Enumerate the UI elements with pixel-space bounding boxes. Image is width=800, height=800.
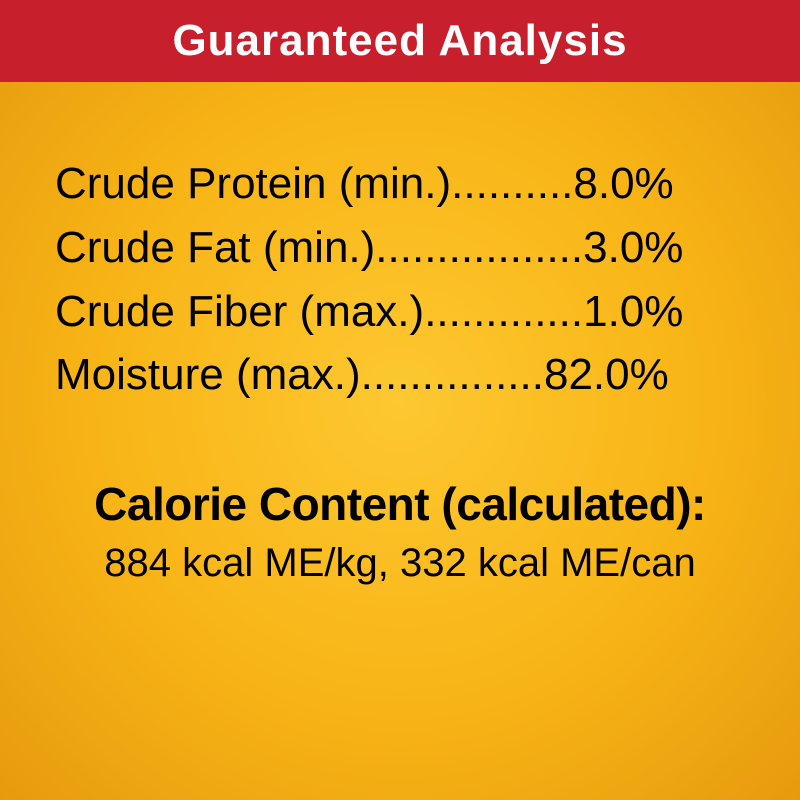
dot-leader: ................. [375, 216, 583, 280]
header-title: Guaranteed Analysis [172, 16, 627, 66]
table-row: Moisture (max.) ............... 82.0% [55, 343, 745, 407]
header-band: Guaranteed Analysis [0, 0, 800, 82]
analysis-value: 1.0% [583, 280, 683, 344]
table-row: Crude Fat (min.) ................. 3.0% [55, 216, 745, 280]
analysis-value: 3.0% [583, 216, 683, 280]
dot-leader: ............... [361, 343, 544, 407]
table-row: Crude Fiber (max.) ............. 1.0% [55, 280, 745, 344]
content-area: Crude Protein (min.) .......... 8.0% Cru… [0, 82, 800, 586]
analysis-value: 8.0% [573, 152, 673, 216]
calorie-line: 884 kcal ME/kg, 332 kcal ME/can [55, 541, 745, 586]
analysis-value: 82.0% [544, 343, 669, 407]
analysis-label: Moisture (max.) [55, 343, 361, 407]
analysis-label: Crude Fiber (max.) [55, 280, 424, 344]
analysis-label: Crude Protein (min.) [55, 152, 451, 216]
dot-leader: .......... [451, 152, 573, 216]
dot-leader: ............. [424, 280, 583, 344]
calorie-section: Calorie Content (calculated): 884 kcal M… [55, 477, 745, 586]
table-row: Crude Protein (min.) .......... 8.0% [55, 152, 745, 216]
calorie-heading: Calorie Content (calculated): [55, 477, 745, 531]
analysis-table: Crude Protein (min.) .......... 8.0% Cru… [55, 152, 745, 407]
analysis-label: Crude Fat (min.) [55, 216, 375, 280]
